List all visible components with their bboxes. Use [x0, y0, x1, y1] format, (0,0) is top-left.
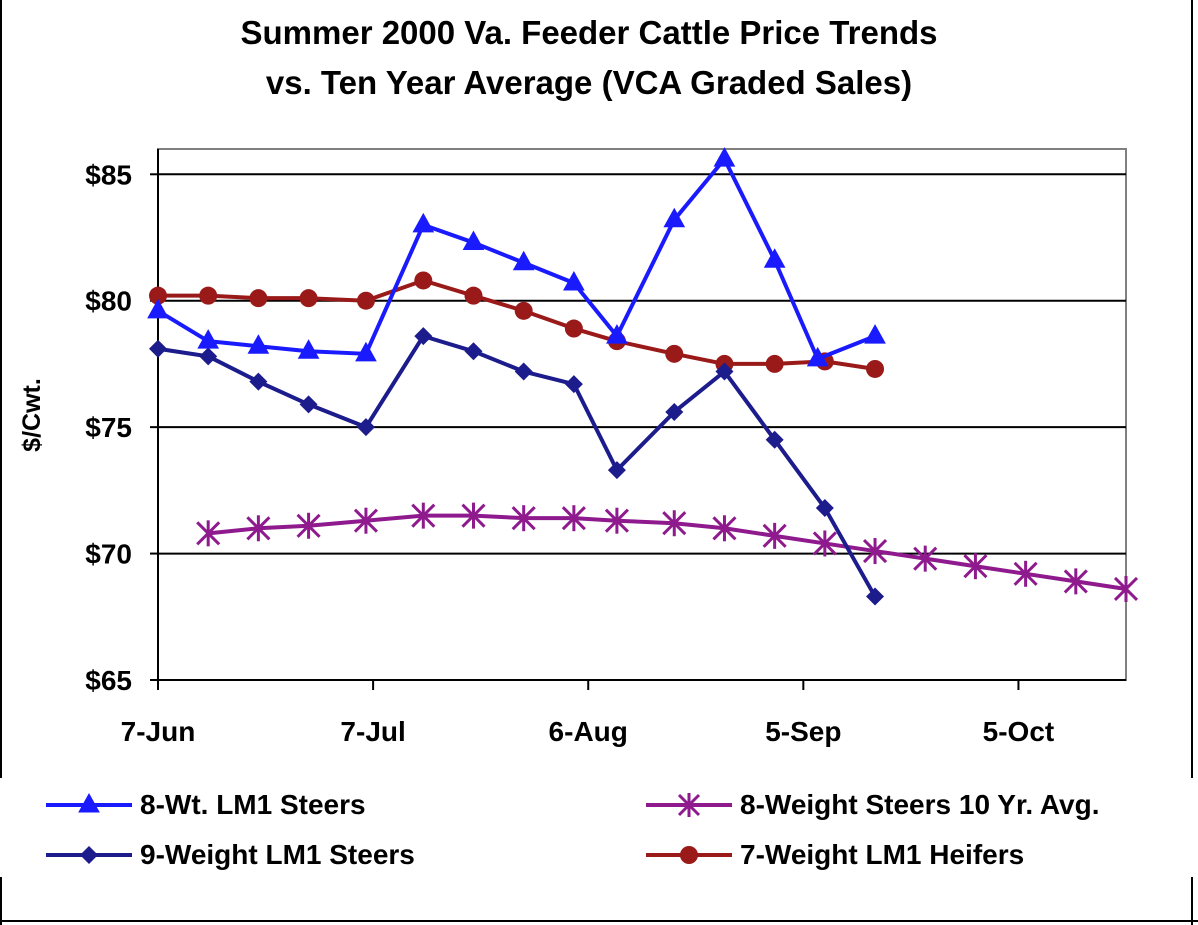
y-axis-label: $/Cwt.	[18, 378, 46, 452]
data-point	[356, 291, 375, 310]
data-point	[713, 147, 736, 167]
data-point	[149, 286, 167, 305]
data-point	[663, 207, 686, 228]
x-tick-label: 7-Jun	[121, 716, 196, 747]
data-point	[297, 339, 320, 359]
data-point	[355, 341, 377, 362]
data-point	[511, 505, 536, 532]
data-point	[299, 395, 318, 414]
data-point	[249, 289, 268, 308]
y-tick-label: $75	[85, 412, 132, 443]
data-point	[246, 515, 271, 542]
legend-item-7wt-heifers: 7-Weight LM1 Heifers	[646, 838, 1024, 872]
series-0	[147, 147, 886, 367]
data-point	[765, 354, 784, 373]
legend-item-9wt-steers: 9-Weight LM1 Steers	[46, 838, 415, 872]
legend-label: 8-Wt. LM1 Steers	[140, 789, 366, 820]
plot-area: $65 $70 $75 $80 $85 7-Jun 7-Jul 6-Aug 5-Sep 5-Oct	[85, 147, 1139, 747]
data-point	[249, 372, 268, 391]
data-point	[414, 327, 433, 346]
data-point	[464, 342, 483, 361]
data-point	[864, 324, 886, 344]
data-point	[604, 507, 629, 534]
data-point	[514, 362, 533, 381]
data-point	[1063, 568, 1088, 595]
series-1	[149, 327, 885, 606]
data-point	[412, 212, 435, 233]
x-tick-label: 6-Aug	[549, 716, 628, 747]
series-line	[157, 334, 877, 598]
data-point	[464, 286, 483, 305]
data-point	[199, 286, 218, 305]
x-tick-label: 7-Jul	[340, 716, 405, 747]
triangle-marker-icon	[46, 792, 132, 813]
data-point	[461, 502, 486, 529]
data-point	[765, 430, 784, 449]
data-point	[812, 530, 837, 557]
data-point	[963, 553, 988, 580]
y-tick-label: $80	[85, 286, 132, 317]
data-point	[411, 502, 436, 529]
series-line	[156, 157, 876, 361]
chart-subtitle: vs. Ten Year Average (VCA Graded Sales)	[265, 64, 913, 101]
plot-border	[157, 148, 1127, 681]
data-point	[1113, 575, 1139, 602]
data-point	[712, 515, 737, 542]
data-point	[1013, 560, 1038, 587]
legend-item-8wt-steers: 8-Wt. LM1 Steers	[46, 788, 366, 822]
data-point	[564, 375, 583, 394]
data-point	[762, 522, 787, 549]
data-point	[561, 505, 586, 532]
y-tick-label: $65	[85, 665, 132, 696]
data-point	[913, 545, 938, 572]
data-point	[815, 499, 834, 518]
data-point	[197, 329, 220, 349]
series-2	[196, 502, 1139, 602]
data-point	[299, 289, 318, 308]
data-point	[866, 587, 885, 606]
data-point	[199, 347, 218, 366]
legend-item-10yr-avg: 8-Weight Steers 10 Yr. Avg.	[646, 788, 1099, 822]
data-point	[296, 512, 321, 539]
x-tick-label: 5-Oct	[983, 716, 1055, 747]
data-point	[662, 510, 687, 537]
data-point	[665, 402, 684, 421]
legend-label: 7-Weight LM1 Heifers	[740, 839, 1025, 870]
data-point	[147, 298, 169, 319]
data-point	[606, 324, 628, 344]
data-point	[353, 507, 379, 534]
data-point	[607, 461, 626, 480]
series-line	[207, 513, 1127, 591]
data-point	[512, 250, 535, 271]
diamond-marker-icon	[46, 846, 132, 864]
legend-label: 8-Weight Steers 10 Yr. Avg.	[740, 789, 1100, 820]
data-point	[806, 346, 829, 367]
data-point	[564, 319, 583, 338]
data-point	[149, 339, 167, 358]
asterisk-marker-icon	[646, 793, 732, 817]
y-tick-label: $70	[85, 539, 132, 570]
data-point	[665, 344, 684, 363]
data-point	[196, 520, 221, 547]
data-point	[563, 270, 585, 291]
circle-marker-icon	[646, 846, 732, 864]
data-point	[356, 418, 375, 437]
legend-label: 9-Weight LM1 Steers	[140, 839, 415, 870]
data-point	[247, 334, 270, 354]
data-point	[462, 230, 485, 251]
data-point	[866, 359, 885, 378]
x-tick-label: 5-Sep	[765, 716, 841, 747]
series-3	[149, 271, 885, 378]
data-point	[414, 271, 433, 290]
y-tick-label: $85	[85, 159, 132, 190]
data-point	[514, 301, 533, 320]
chart-title: Summer 2000 Va. Feeder Cattle Price Tren…	[240, 14, 938, 51]
data-point	[763, 248, 786, 268]
data-point	[862, 538, 888, 565]
data-point	[715, 362, 734, 381]
